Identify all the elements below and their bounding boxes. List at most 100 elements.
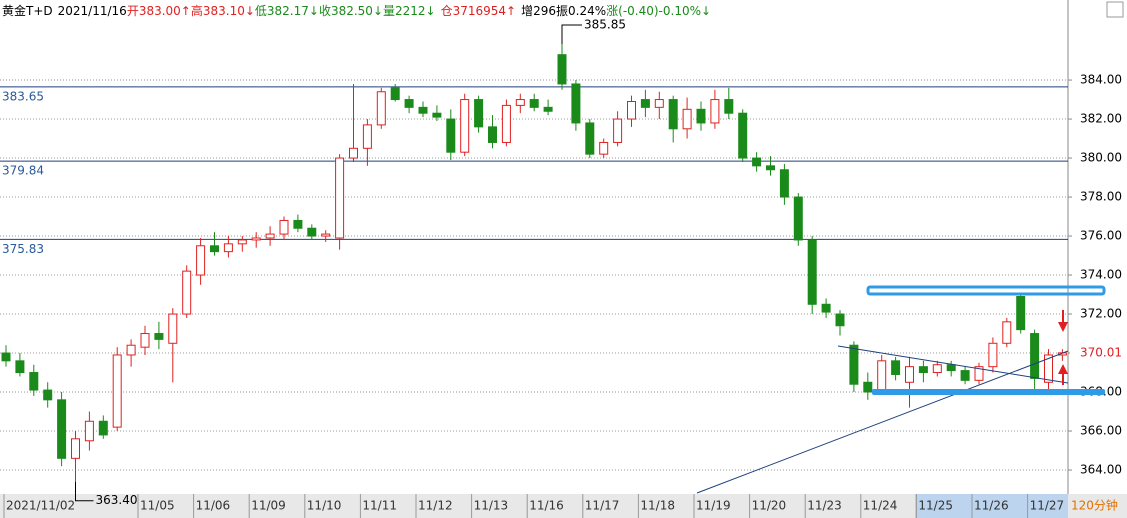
candle-body: [251, 237, 261, 241]
candle-body: [279, 219, 289, 235]
candle-body: [307, 227, 317, 237]
low-label: 363.40: [96, 493, 138, 507]
candle-body: [418, 106, 428, 114]
candle-body: [668, 99, 678, 130]
candle-body: [529, 99, 539, 108]
x-tick-label: 2021/11/02: [6, 499, 75, 513]
x-tick-label: 11/11: [362, 499, 397, 513]
candle-body: [474, 99, 484, 128]
arrow-up: [1058, 364, 1068, 385]
candle-body: [223, 243, 233, 253]
last-price-label: 370.01: [1080, 345, 1122, 359]
header-item: 低382.17↓: [255, 4, 319, 18]
x-tick-label: 11/13: [474, 499, 509, 513]
candle-body: [1044, 354, 1053, 383]
y-tick-label: 374.00: [1080, 268, 1122, 282]
candle-body: [84, 420, 94, 442]
candle-body: [460, 99, 470, 153]
candle-body: [738, 112, 748, 159]
x-tick-label: 11/12: [418, 499, 453, 513]
header-item: 振0.24%: [556, 4, 606, 18]
candle-body: [793, 196, 803, 241]
header-item: 收382.50↓: [319, 4, 383, 18]
candle-body: [29, 372, 39, 391]
candle-body: [515, 99, 525, 106]
candle-body: [432, 112, 442, 118]
candle-body: [640, 99, 650, 108]
x-tick-label: 11/16: [529, 499, 564, 513]
candle-body: [488, 126, 497, 143]
candle-body: [182, 270, 192, 315]
x-tick-label: 11/10: [307, 499, 342, 513]
header-item: 量2212↓: [383, 4, 436, 18]
x-tick-label: 11/09: [251, 499, 286, 513]
candle-body: [321, 233, 331, 237]
candle-body: [766, 165, 775, 171]
candle-body: [779, 169, 789, 198]
candle-body: [654, 99, 664, 108]
y-tick-label: 378.00: [1080, 190, 1122, 204]
candle-body: [599, 141, 609, 155]
candle-body: [1030, 333, 1040, 379]
x-tick-label: 11/05: [140, 499, 175, 513]
high-label: 385.85: [584, 17, 626, 31]
candle-body: [349, 147, 358, 159]
candle-body: [752, 157, 762, 167]
y-tick-label: 384.00: [1080, 73, 1122, 87]
candle-body: [960, 370, 970, 381]
candle-body: [196, 245, 206, 276]
candle-body: [210, 245, 219, 253]
candle-body: [905, 366, 914, 383]
candle-body: [376, 91, 386, 126]
level-label: 379.84: [2, 164, 44, 178]
candle-body: [140, 333, 150, 348]
candle-body: [1016, 295, 1026, 331]
candle-body: [335, 157, 345, 239]
candle-body: [571, 83, 581, 124]
candle-body: [877, 360, 887, 393]
header: 黄金T+D 2021/11/16开383.00↑高383.10↓低382.17↓收…: [2, 3, 711, 18]
candle-body: [821, 303, 831, 313]
candle-body: [501, 104, 511, 143]
x-tick-label: 11/19: [696, 499, 731, 513]
candle-body: [265, 233, 275, 239]
candle-body: [988, 342, 998, 368]
candle-body: [835, 313, 845, 327]
candle-body: [112, 354, 122, 428]
period-label: 120分钟: [1071, 498, 1118, 513]
x-tick-label: 11/18: [640, 499, 675, 513]
candle-body: [932, 364, 942, 374]
trend-line: [837, 345, 1069, 384]
x-tick-label: 11/23: [807, 499, 842, 513]
settings-icon[interactable]: [1106, 1, 1124, 18]
arrow-down: [1058, 310, 1068, 332]
trend-line: [696, 350, 1069, 494]
header-item: 开383.00↑: [127, 4, 191, 18]
header-item: 黄金T+D: [2, 3, 53, 18]
y-tick-label: 376.00: [1080, 229, 1122, 243]
header-item: 高383.10↓: [191, 3, 255, 18]
last-price-bg: [1070, 344, 1125, 361]
y-tick-label: 366.00: [1080, 424, 1122, 438]
candle-body: [557, 54, 567, 85]
candle-body: [168, 313, 178, 344]
x-tick-label: 11/25: [918, 499, 953, 513]
candle-body: [946, 364, 956, 372]
candle-body: [390, 87, 400, 101]
candle-body: [807, 239, 817, 305]
header-item: 仓3716954↑: [441, 4, 517, 18]
resistance-box: [866, 285, 1106, 296]
low-pointer: [75, 481, 94, 502]
candle-body: [849, 344, 859, 385]
high-pointer: [561, 24, 582, 44]
x-tick-label: 11/26: [974, 499, 1009, 513]
candle-body: [710, 99, 720, 124]
candle-body: [891, 360, 901, 375]
candle-body: [682, 108, 692, 130]
candle-body: [362, 124, 372, 149]
level-label: 375.83: [2, 242, 44, 256]
candle-body: [585, 122, 595, 155]
candle-body: [237, 239, 247, 245]
candle-body: [1, 352, 11, 362]
candle-body: [98, 420, 108, 436]
